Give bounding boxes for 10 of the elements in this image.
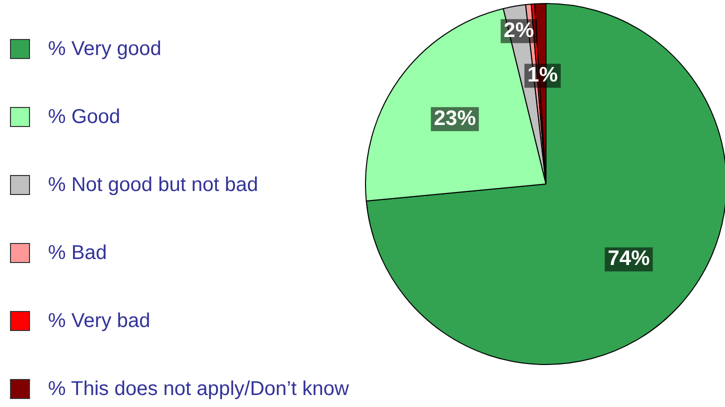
legend-label: % Good [48,106,120,128]
data-label: 74% [608,247,650,270]
legend-label: % This does not apply/Don’t know [48,378,349,400]
data-label: 2% [504,18,534,42]
legend-label: % Very bad [48,310,150,332]
legend-label: % Very good [48,38,162,60]
data-label: 23% [434,106,476,130]
data-label: 1% [527,64,558,87]
legend-label: % Bad [48,242,107,264]
legend-label: % Not good but not bad [48,174,258,196]
